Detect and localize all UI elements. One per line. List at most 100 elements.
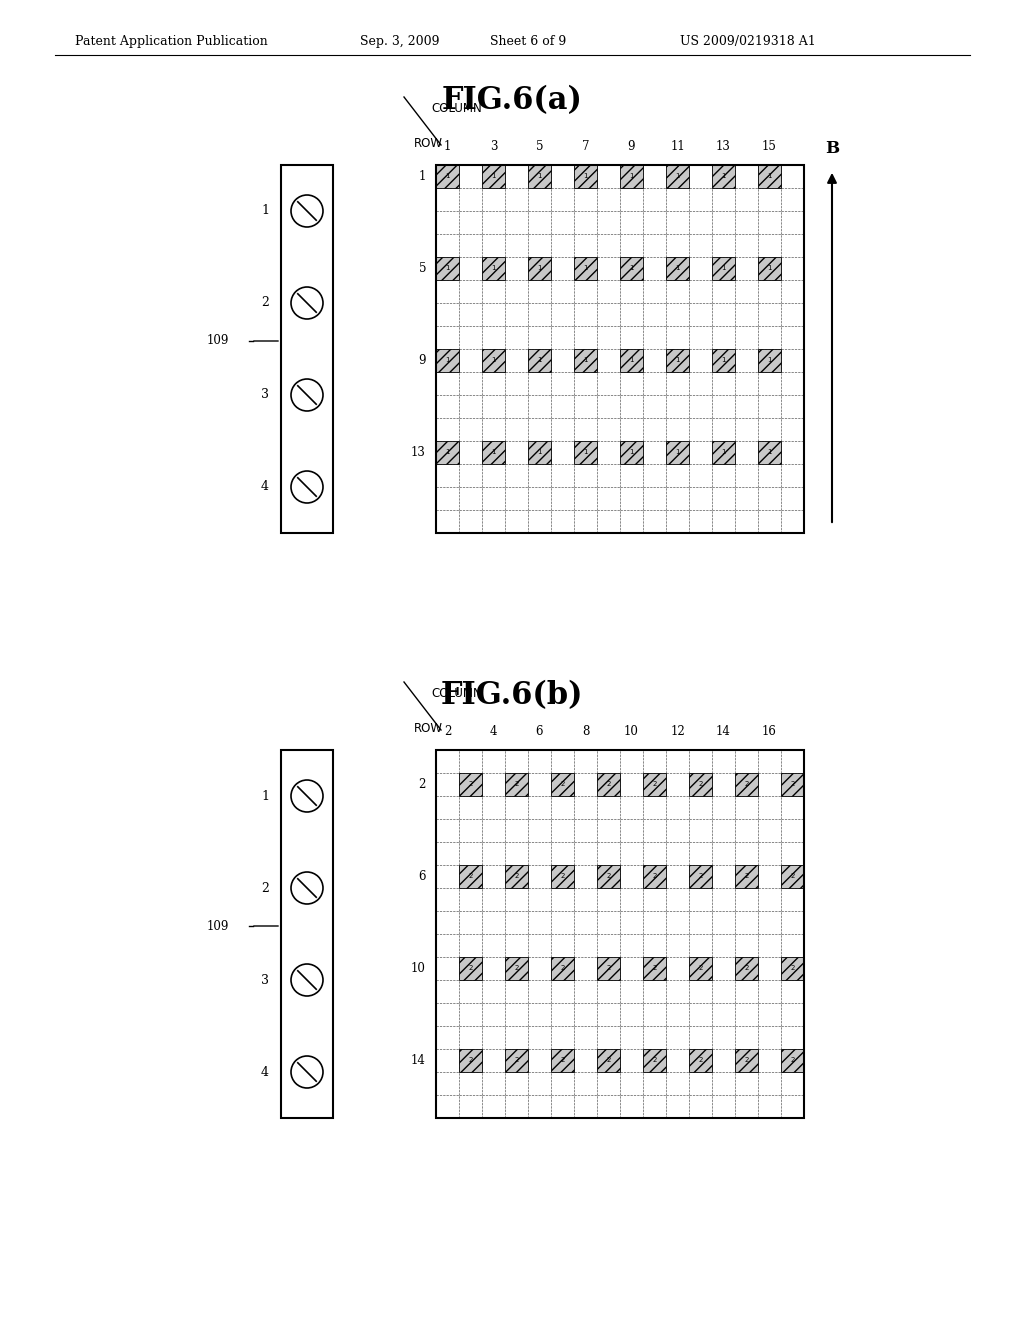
Bar — [459, 796, 482, 818]
Bar — [689, 1026, 712, 1049]
Bar — [436, 234, 459, 257]
Bar — [620, 418, 643, 441]
Bar — [505, 234, 528, 257]
Bar — [436, 211, 459, 234]
Bar — [528, 842, 551, 865]
Bar — [482, 842, 505, 865]
Text: 9: 9 — [628, 140, 635, 153]
Text: 1: 1 — [630, 265, 634, 272]
Bar — [574, 1072, 597, 1096]
Text: 2: 2 — [514, 965, 519, 972]
Text: 1: 1 — [584, 173, 588, 180]
Bar — [528, 911, 551, 935]
Bar — [666, 441, 689, 465]
Text: 1: 1 — [445, 265, 450, 272]
Bar — [643, 348, 666, 372]
Bar — [666, 865, 689, 888]
Text: 1: 1 — [675, 265, 680, 272]
Circle shape — [291, 286, 323, 319]
Bar — [574, 304, 597, 326]
Bar — [597, 510, 620, 533]
Bar — [689, 1049, 712, 1072]
Bar — [781, 487, 804, 510]
Bar — [459, 280, 482, 304]
Bar — [666, 257, 689, 280]
Bar — [574, 1096, 597, 1118]
Bar — [436, 865, 459, 888]
Bar — [436, 888, 459, 911]
Text: 5: 5 — [419, 261, 426, 275]
Bar — [758, 818, 781, 842]
Bar — [574, 418, 597, 441]
Bar — [528, 304, 551, 326]
Bar — [551, 304, 574, 326]
Bar — [482, 865, 505, 888]
Text: 14: 14 — [716, 725, 731, 738]
Bar — [758, 1049, 781, 1072]
Bar — [712, 510, 735, 533]
Bar — [620, 304, 643, 326]
Text: 9: 9 — [419, 354, 426, 367]
Bar — [597, 165, 620, 187]
Bar — [281, 750, 333, 1118]
Bar — [712, 818, 735, 842]
Bar — [758, 280, 781, 304]
Bar — [758, 326, 781, 348]
Bar — [482, 187, 505, 211]
Text: 2: 2 — [468, 874, 473, 879]
Bar — [712, 187, 735, 211]
Bar — [712, 280, 735, 304]
Bar — [436, 372, 459, 395]
Bar — [436, 510, 459, 533]
Bar — [459, 1026, 482, 1049]
Bar — [551, 1072, 574, 1096]
Bar — [712, 935, 735, 957]
Bar — [781, 418, 804, 441]
Bar — [597, 957, 620, 979]
Bar — [781, 818, 804, 842]
Bar — [781, 774, 804, 796]
Text: 1: 1 — [445, 358, 450, 363]
Bar — [574, 348, 597, 372]
Bar — [620, 865, 643, 888]
Bar — [712, 774, 735, 796]
Bar — [528, 211, 551, 234]
Bar — [643, 935, 666, 957]
Bar — [758, 165, 781, 187]
Bar — [620, 487, 643, 510]
Text: 2: 2 — [514, 781, 519, 788]
Bar — [574, 911, 597, 935]
Bar — [712, 911, 735, 935]
Bar — [482, 1003, 505, 1026]
Bar — [597, 911, 620, 935]
Bar — [597, 935, 620, 957]
Bar — [689, 165, 712, 187]
Bar — [597, 796, 620, 818]
Bar — [712, 979, 735, 1003]
Bar — [735, 1026, 758, 1049]
Text: 2: 2 — [652, 874, 656, 879]
Bar — [643, 211, 666, 234]
Bar — [436, 750, 804, 1118]
Text: 1: 1 — [675, 173, 680, 180]
Bar — [735, 372, 758, 395]
Text: 1: 1 — [492, 450, 496, 455]
Text: COLUMN: COLUMN — [431, 102, 481, 115]
Bar — [459, 979, 482, 1003]
Bar — [735, 750, 758, 774]
Circle shape — [291, 379, 323, 411]
Text: US 2009/0219318 A1: US 2009/0219318 A1 — [680, 36, 816, 48]
Text: 2: 2 — [606, 965, 610, 972]
Bar — [528, 1003, 551, 1026]
Bar — [459, 372, 482, 395]
Bar — [666, 487, 689, 510]
Bar — [551, 418, 574, 441]
Bar — [758, 348, 781, 372]
Bar — [620, 372, 643, 395]
Bar — [574, 234, 597, 257]
Bar — [551, 1049, 574, 1072]
Bar — [781, 234, 804, 257]
Bar — [689, 257, 712, 280]
Bar — [597, 372, 620, 395]
Bar — [781, 750, 804, 774]
